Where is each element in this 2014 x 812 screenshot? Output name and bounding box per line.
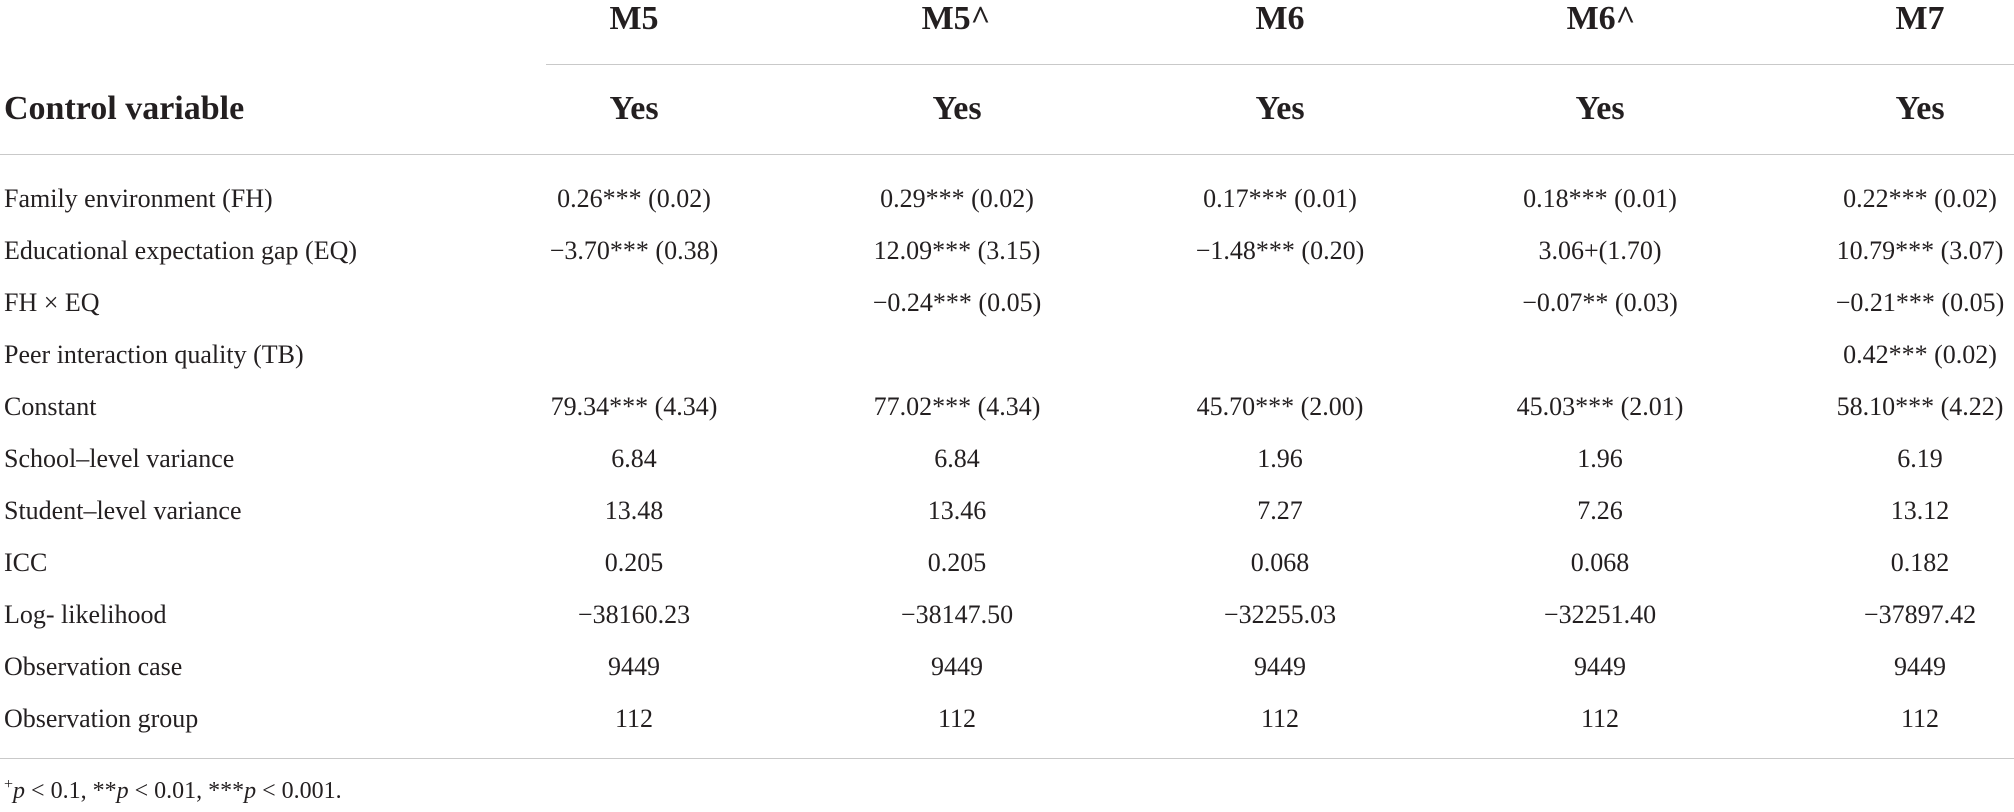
row-label: Observation case [4,652,183,681]
table-cell: 7.26 [1577,496,1623,525]
column-header-m6-hat: M6^ [1566,0,1636,37]
table-cell: −0.21*** (0.05) [1835,288,2005,317]
row-label: ICC [4,548,48,577]
body-bottom-rule [0,758,2014,759]
table-cell: 10.79*** (3.07) [1836,236,2004,265]
table-row: Family environment (FH) 0.26*** (0.02) 0… [0,184,2014,236]
footnote-text: < 0.001. [256,778,342,804]
table-cell: 13.46 [927,496,987,525]
header-rule [546,64,2014,65]
table-cell: −37897.42 [1863,600,1977,629]
table-cell: 0.18*** (0.01) [1523,184,1677,213]
table-row: ICC 0.205 0.205 0.068 0.068 0.182 [0,548,2014,600]
table-cell: −3.70*** (0.38) [549,236,719,265]
table-cell: 0.17*** (0.01) [1203,184,1357,213]
table-cell: 6.84 [934,444,980,473]
table-cell: 112 [937,704,977,733]
row-label: Constant [4,392,97,421]
column-header-m5-hat: M5^ [921,0,991,37]
control-value-m6: Yes [1255,90,1305,127]
row-label: FH × EQ [4,288,100,317]
table-row: Student–level variance 13.48 13.46 7.27 … [0,496,2014,548]
control-value-m5: Yes [609,90,659,127]
table-cell: −38160.23 [577,600,691,629]
table-cell: 0.068 [1570,548,1630,577]
table-row: Constant 79.34*** (4.34) 77.02*** (4.34)… [0,392,2014,444]
table-cell: 0.29*** (0.02) [880,184,1034,213]
table-cell: 9449 [1254,652,1306,681]
table-row: Observation group 112 112 112 112 112 [0,704,2014,756]
row-label: Student–level variance [4,496,242,525]
table-cell: −0.24*** (0.05) [872,288,1042,317]
footnote-text: < 0.01, *** [128,778,245,804]
table-cell: −38147.50 [900,600,1014,629]
table-cell: 9449 [1894,652,1946,681]
table-cell: 6.84 [611,444,657,473]
table-cell: 13.12 [1890,496,1950,525]
table-row: Peer interaction quality (TB) 0.42*** (0… [0,340,2014,392]
table-cell: 1.96 [1577,444,1623,473]
table-row: School–level variance 6.84 6.84 1.96 1.9… [0,444,2014,496]
table-cell: 0.22*** (0.02) [1843,184,1997,213]
table-cell: 9449 [1574,652,1626,681]
table-cell: 112 [614,704,654,733]
table-cell: −0.07** (0.03) [1522,288,1678,317]
control-value-m6-hat: Yes [1575,90,1625,127]
table-cell: −32255.03 [1223,600,1337,629]
table-row: Educational expectation gap (EQ) −3.70**… [0,236,2014,288]
table-cell: 0.26*** (0.02) [557,184,711,213]
table-cell: 79.34*** (4.34) [550,392,718,421]
footnote-plus-symbol: + [4,776,14,793]
row-label: Educational expectation gap (EQ) [4,236,358,265]
table-footnote: +p < 0.1, **p < 0.01, ***p < 0.001. [4,776,342,805]
table-cell: 0.068 [1250,548,1310,577]
table-cell: 45.03*** (2.01) [1516,392,1684,421]
table-cell: 1.96 [1257,444,1303,473]
table-cell: 0.205 [604,548,664,577]
table-cell: 0.182 [1890,548,1950,577]
column-header-m7: M7 [1895,0,1945,37]
footnote-p: p [244,778,257,804]
row-label: Log- likelihood [4,600,167,629]
footnote-text: < 0.1, ** [25,778,117,804]
row-label: Family environment (FH) [4,184,273,213]
row-label: School–level variance [4,444,235,473]
control-value-m5-hat: Yes [932,90,982,127]
table-cell: 12.09*** (3.15) [873,236,1041,265]
table-cell: 9449 [608,652,660,681]
table-cell: −32251.40 [1543,600,1657,629]
table-cell: 77.02*** (4.34) [873,392,1041,421]
control-variable-label: Control variable [4,90,245,127]
table-cell: 112 [1580,704,1620,733]
footnote-p: p [13,778,26,804]
row-label: Peer interaction quality (TB) [4,340,304,369]
table-cell: −1.48*** (0.20) [1195,236,1365,265]
table-row: FH × EQ −0.24*** (0.05) −0.07** (0.03) −… [0,288,2014,340]
footnote-p: p [116,778,129,804]
column-header-m5: M5 [609,0,659,37]
control-value-m7: Yes [1895,90,1945,127]
body-top-rule [0,154,2014,155]
table-cell: 112 [1900,704,1940,733]
table-row: Log- likelihood −38160.23 −38147.50 −322… [0,600,2014,652]
row-label: Observation group [4,704,199,733]
table-cell: 0.205 [927,548,987,577]
table-cell: 45.70*** (2.00) [1196,392,1364,421]
table-cell: 7.27 [1257,496,1303,525]
column-header-m6: M6 [1255,0,1305,37]
table-row: Observation case 9449 9449 9449 9449 944… [0,652,2014,704]
table-cell: 58.10*** (4.22) [1836,392,2004,421]
table-cell: 0.42*** (0.02) [1843,340,1997,369]
table-cell: 3.06+(1.70) [1538,236,1662,265]
table-cell: 9449 [931,652,983,681]
table-cell: 6.19 [1897,444,1943,473]
table-cell: 112 [1260,704,1300,733]
table-cell: 13.48 [604,496,664,525]
